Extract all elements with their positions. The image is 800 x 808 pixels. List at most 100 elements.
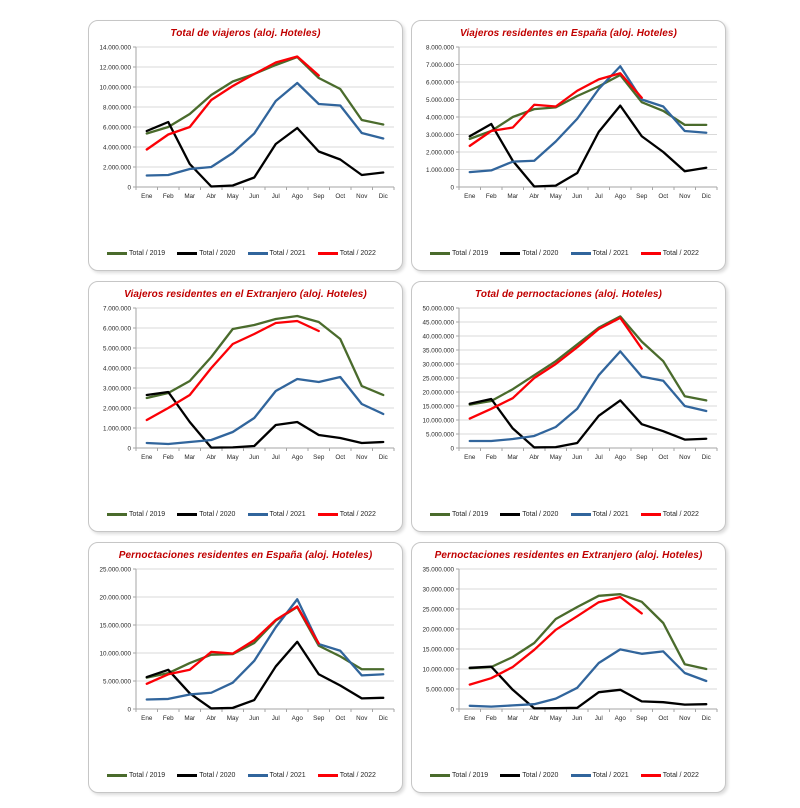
legend-label: Total / 2019 bbox=[452, 250, 489, 257]
legend-item-2019: Total / 2019 bbox=[107, 250, 177, 257]
legend-line-swatch bbox=[317, 252, 338, 255]
legend-line-swatch bbox=[570, 774, 591, 777]
x-tick-label: Ene bbox=[141, 454, 153, 461]
legend-label: Total / 2019 bbox=[129, 250, 166, 257]
legend-label: Total / 2022 bbox=[339, 772, 376, 779]
y-tick-label: 6.000.000 bbox=[103, 124, 132, 131]
legend-label: Total / 2021 bbox=[269, 511, 306, 518]
series-line-2020 bbox=[468, 397, 708, 449]
y-tick-label: 30.000.000 bbox=[422, 586, 454, 593]
legend-line-swatch bbox=[500, 774, 521, 777]
x-tick-label: Ago bbox=[292, 193, 304, 200]
legend-label: Total / 2021 bbox=[592, 250, 629, 257]
y-tick-label: 8.000.000 bbox=[103, 104, 132, 111]
x-tick-label: Sep bbox=[636, 193, 648, 200]
series-line-2022 bbox=[145, 605, 320, 685]
y-tick-label: 2.000.000 bbox=[103, 164, 132, 171]
y-tick-label: 50.000.000 bbox=[422, 305, 454, 312]
x-tick-label: Ago bbox=[615, 454, 627, 461]
legend-item-2022: Total / 2022 bbox=[640, 772, 711, 779]
series-line-2019 bbox=[468, 73, 708, 141]
x-tick-label: Nov bbox=[679, 193, 691, 200]
y-tick-label: 3.000.000 bbox=[103, 385, 132, 392]
x-tick-label: Jun bbox=[249, 193, 260, 200]
y-tick-label: 6.000.000 bbox=[426, 79, 455, 86]
legend-item-2021: Total / 2021 bbox=[570, 511, 641, 518]
y-tick-label: 2.000.000 bbox=[426, 149, 455, 156]
legend-label: Total / 2020 bbox=[199, 511, 236, 518]
y-tick-label: 45.000.000 bbox=[422, 319, 454, 326]
legend-line-swatch bbox=[500, 252, 521, 255]
x-tick-label: Jul bbox=[595, 454, 603, 461]
line-chart: 0 5.000.000 10.000.000 15.000.000 20.000.000… bbox=[422, 305, 718, 461]
series-line-2021 bbox=[145, 375, 385, 446]
y-tick-label: 10.000.000 bbox=[422, 417, 454, 424]
y-tick-label: 35.000.000 bbox=[422, 566, 454, 573]
line-chart: 0 1.000.000 2.000.000 3.000.000 4.000.000 5.0… bbox=[426, 44, 718, 200]
x-tick-label: Dic bbox=[702, 715, 711, 722]
legend-line-swatch bbox=[500, 513, 521, 516]
x-tick-label: Abr bbox=[206, 715, 216, 722]
x-tick-label: Mar bbox=[507, 715, 518, 722]
x-tick-label: Abr bbox=[529, 193, 539, 200]
y-tick-label: 7.000.000 bbox=[426, 62, 455, 69]
chart-card-total-pernoctaciones[interactable]: Total de pernoctaciones (aloj. Hoteles) … bbox=[411, 281, 726, 532]
y-tick-label: 4.000.000 bbox=[103, 144, 132, 151]
legend-item-2020: Total / 2020 bbox=[500, 250, 570, 257]
series-line-2020 bbox=[145, 640, 385, 710]
series-line-2019 bbox=[468, 315, 708, 406]
line-chart: 0 5.000.000 10.000.000 15.000.000 20.000.000… bbox=[99, 566, 395, 722]
legend-label: Total / 2019 bbox=[129, 772, 166, 779]
legend-label: Total / 2022 bbox=[662, 250, 699, 257]
legend-item-2019: Total / 2019 bbox=[430, 772, 500, 779]
x-tick-label: Mar bbox=[184, 193, 195, 200]
series-line-2020 bbox=[468, 665, 708, 710]
x-tick-label: Mar bbox=[184, 454, 195, 461]
legend-label: Total / 2020 bbox=[522, 511, 559, 518]
series-line-2021 bbox=[468, 350, 708, 443]
x-tick-label: Dic bbox=[702, 193, 711, 200]
x-tick-label: Jun bbox=[572, 193, 583, 200]
legend-label: Total / 2020 bbox=[199, 772, 236, 779]
x-tick-label: May bbox=[550, 715, 563, 722]
chart-title: Pernoctaciones residentes en Extranjero … bbox=[434, 550, 703, 561]
chart-card-total-viajeros[interactable]: Total de viajeros (aloj. Hoteles) 0 2.000… bbox=[88, 20, 403, 271]
legend-item-2021: Total / 2021 bbox=[247, 250, 318, 257]
x-tick-label: Feb bbox=[163, 193, 174, 200]
legend-label: Total / 2020 bbox=[522, 772, 559, 779]
x-tick-label: Nov bbox=[679, 715, 691, 722]
chart-title: Viajeros residentes en España (aloj. Hot… bbox=[460, 28, 677, 39]
y-tick-label: 5.000.000 bbox=[426, 97, 455, 104]
legend-item-2019: Total / 2019 bbox=[107, 511, 177, 518]
chart-legend: Total / 2019 Total / 2020 Total / 2021 Tota… bbox=[430, 511, 711, 518]
legend-line-swatch bbox=[430, 252, 450, 255]
chart-card-pernoctaciones-espana[interactable]: Pernoctaciones residentes en España (alo… bbox=[88, 542, 403, 793]
y-tick-label: 1.000.000 bbox=[426, 167, 455, 174]
x-tick-label: Sep bbox=[313, 715, 325, 722]
x-tick-label: Mar bbox=[507, 193, 518, 200]
x-tick-label: Ene bbox=[141, 715, 153, 722]
series-line-2022 bbox=[145, 319, 320, 422]
y-tick-label: 25.000.000 bbox=[422, 375, 454, 382]
y-tick-label: 0 bbox=[127, 184, 131, 191]
chart-legend: Total / 2019 Total / 2020 Total / 2021 Tota… bbox=[430, 250, 711, 257]
x-tick-label: Ene bbox=[464, 454, 476, 461]
chart-card-viajeros-espana[interactable]: Viajeros residentes en España (aloj. Hot… bbox=[411, 20, 726, 271]
series-line-2020 bbox=[145, 390, 385, 449]
x-tick-label: Abr bbox=[529, 454, 539, 461]
chart-card-viajeros-extranjero[interactable]: Viajeros residentes en el Extranjero (al… bbox=[88, 281, 403, 532]
line-chart: 0 2.000.000 4.000.000 6.000.000 8.000.000 10.… bbox=[99, 44, 395, 200]
x-tick-label: Sep bbox=[313, 193, 325, 200]
chart-card-pernoctaciones-extranjero[interactable]: Pernoctaciones residentes en Extranjero … bbox=[411, 542, 726, 793]
x-tick-label: Abr bbox=[206, 454, 216, 461]
chart-legend: Total / 2019 Total / 2020 Total / 2021 Tota… bbox=[107, 772, 388, 779]
y-tick-label: 20.000.000 bbox=[422, 389, 454, 396]
series-line-2021 bbox=[468, 648, 708, 708]
legend-line-swatch bbox=[177, 252, 198, 255]
legend-line-swatch bbox=[247, 774, 268, 777]
legend-label: Total / 2022 bbox=[339, 250, 376, 257]
series-line-2021 bbox=[468, 65, 708, 174]
legend-label: Total / 2022 bbox=[339, 511, 376, 518]
x-tick-label: Ene bbox=[464, 715, 476, 722]
